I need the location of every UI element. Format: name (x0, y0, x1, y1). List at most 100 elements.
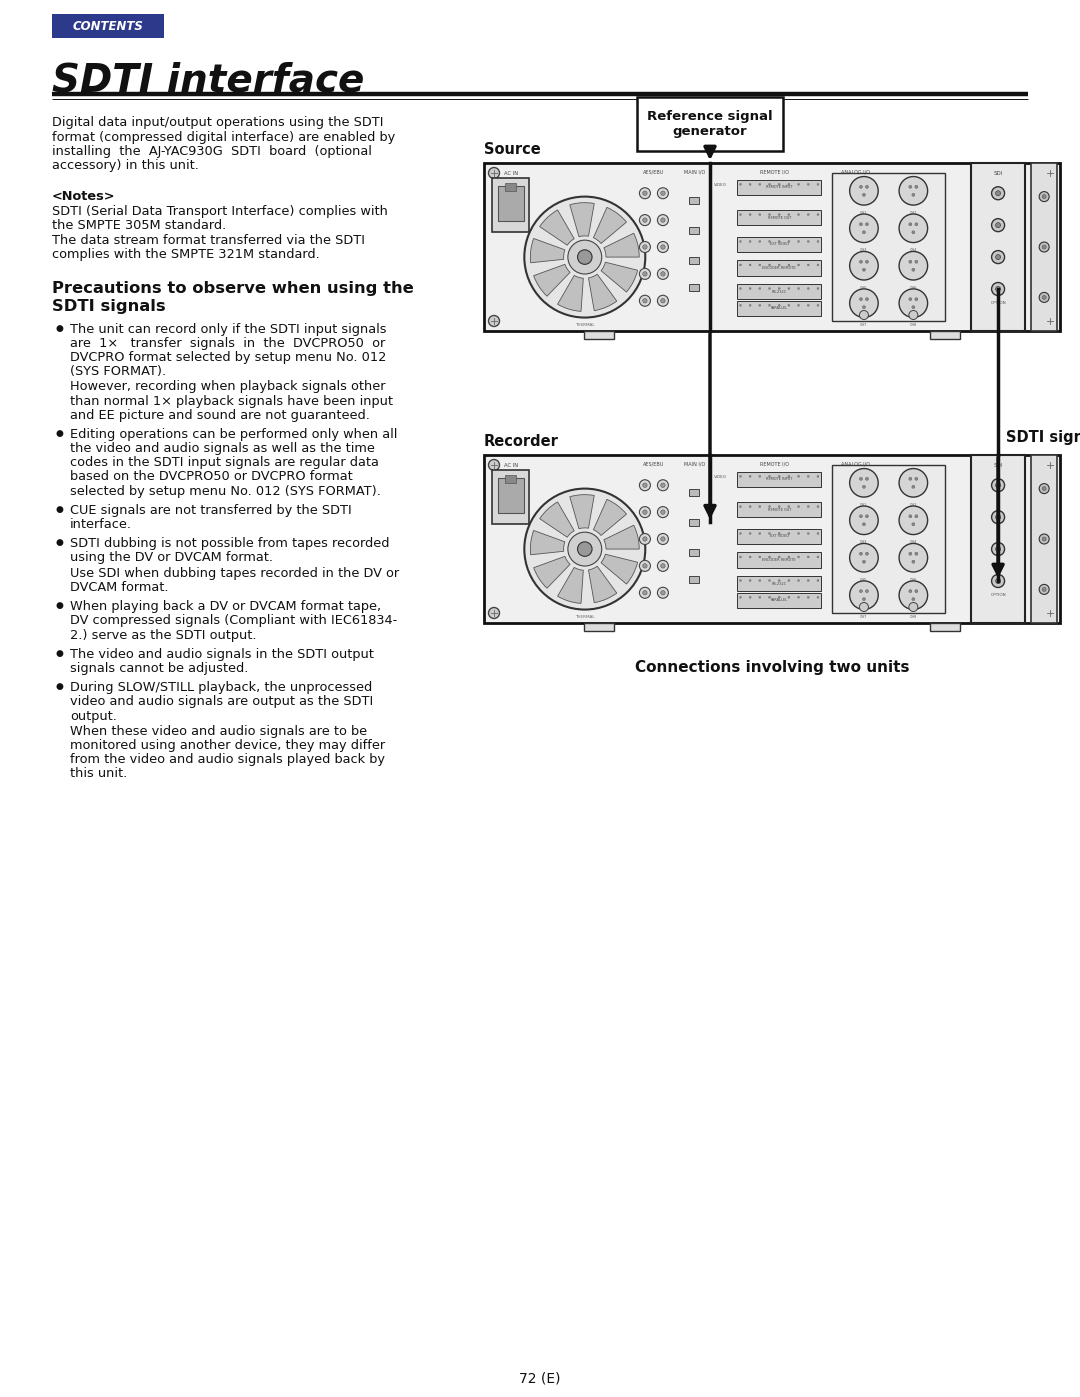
Circle shape (912, 193, 915, 197)
Circle shape (816, 240, 819, 243)
Circle shape (788, 264, 789, 265)
Circle shape (769, 580, 770, 581)
Text: MAIN I/O: MAIN I/O (684, 170, 705, 175)
Text: CH7: CH7 (861, 615, 867, 619)
Circle shape (865, 222, 868, 226)
Circle shape (863, 306, 865, 309)
Circle shape (759, 305, 760, 306)
Bar (738, 210, 821, 225)
Bar (738, 237, 821, 251)
Circle shape (740, 288, 742, 289)
Bar (738, 576, 821, 591)
Text: REMOTE INPUT: REMOTE INPUT (766, 186, 793, 190)
Circle shape (759, 580, 760, 581)
Bar (930, 331, 960, 339)
Circle shape (759, 240, 760, 243)
Circle shape (807, 264, 809, 265)
Circle shape (639, 534, 650, 545)
Text: the SMPTE 305M standard.: the SMPTE 305M standard. (52, 219, 226, 232)
Circle shape (996, 514, 1000, 520)
Bar (971, 163, 1025, 331)
Circle shape (1039, 584, 1049, 594)
Circle shape (661, 244, 665, 249)
Text: Source: Source (484, 142, 541, 156)
Circle shape (788, 305, 789, 306)
Circle shape (915, 222, 918, 226)
Text: AES/EBU: AES/EBU (644, 462, 664, 467)
Text: ●: ● (55, 648, 63, 658)
Bar (689, 257, 699, 264)
Text: PARALLEL: PARALLEL (770, 598, 787, 602)
Circle shape (750, 475, 751, 478)
Circle shape (850, 176, 878, 205)
Circle shape (759, 183, 760, 186)
Bar (484, 163, 1059, 331)
Circle shape (750, 556, 751, 557)
Circle shape (750, 305, 751, 306)
Circle shape (788, 506, 789, 507)
Bar (738, 300, 821, 316)
Text: PARALLEL: PARALLEL (770, 306, 787, 310)
Text: 2.) serve as the SDTI output.: 2.) serve as the SDTI output. (70, 629, 257, 641)
Circle shape (740, 183, 742, 186)
Text: SDTI interface: SDTI interface (52, 61, 364, 99)
Text: CONTENTS: CONTENTS (72, 20, 144, 32)
Circle shape (860, 514, 863, 518)
Circle shape (658, 242, 669, 253)
Circle shape (912, 598, 915, 601)
Circle shape (909, 222, 912, 226)
Text: ●: ● (55, 538, 63, 548)
Circle shape (797, 556, 799, 557)
Circle shape (658, 215, 669, 226)
Circle shape (759, 288, 760, 289)
Circle shape (816, 305, 819, 306)
Circle shape (740, 532, 742, 535)
Bar (689, 197, 699, 204)
Circle shape (860, 478, 863, 481)
Circle shape (912, 231, 915, 233)
Bar (689, 518, 699, 525)
Circle shape (788, 532, 789, 535)
Circle shape (899, 214, 928, 243)
Circle shape (639, 215, 650, 226)
Circle shape (1044, 608, 1055, 619)
Circle shape (797, 580, 799, 581)
Circle shape (779, 288, 780, 289)
Bar (1031, 455, 1057, 623)
Circle shape (807, 183, 809, 186)
Text: SDI: SDI (994, 170, 1002, 176)
Circle shape (788, 183, 789, 186)
Circle shape (912, 306, 915, 309)
Circle shape (899, 176, 928, 205)
Circle shape (909, 478, 912, 481)
Circle shape (850, 506, 878, 535)
Text: than normal 1× playback signals have been input: than normal 1× playback signals have bee… (70, 394, 393, 408)
Circle shape (909, 602, 918, 612)
Circle shape (759, 264, 760, 265)
Bar (833, 173, 945, 321)
Circle shape (909, 552, 912, 555)
Text: SDTI signals: SDTI signals (1007, 430, 1080, 446)
Text: AC IN: AC IN (503, 170, 517, 176)
Text: OPTION: OPTION (990, 592, 1005, 597)
Text: CH1: CH1 (861, 503, 867, 507)
FancyBboxPatch shape (637, 96, 783, 151)
Circle shape (740, 214, 742, 215)
Text: CH4: CH4 (909, 541, 917, 545)
Circle shape (1042, 194, 1047, 198)
Circle shape (788, 475, 789, 478)
Circle shape (816, 183, 819, 186)
Text: ENCODER REMOTE: ENCODER REMOTE (762, 265, 796, 270)
Text: When playing back a DV or DVCAM format tape,: When playing back a DV or DVCAM format t… (70, 601, 381, 613)
Circle shape (899, 251, 928, 279)
Circle shape (788, 580, 789, 581)
Wedge shape (600, 555, 637, 584)
Circle shape (658, 295, 669, 306)
Circle shape (863, 485, 865, 489)
Circle shape (816, 597, 819, 598)
Circle shape (643, 591, 647, 595)
Circle shape (769, 597, 770, 598)
Text: AC IN: AC IN (503, 462, 517, 468)
Circle shape (658, 560, 669, 571)
Circle shape (524, 197, 645, 317)
